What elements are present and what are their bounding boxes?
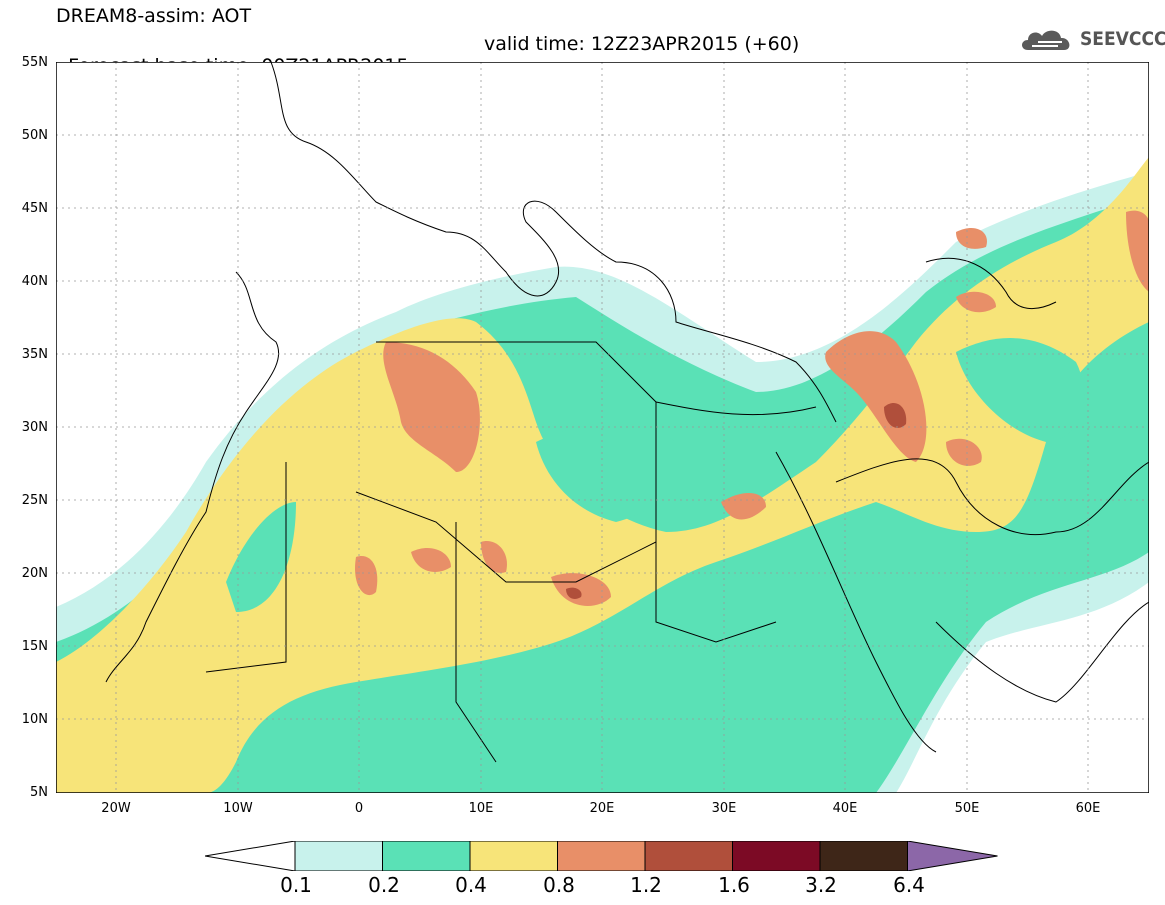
aot-map xyxy=(56,62,1149,793)
lon-label: 60E xyxy=(1075,801,1101,816)
seevccc-logo: SEEVCCC xyxy=(1018,24,1165,56)
lon-label: 10W xyxy=(223,801,253,816)
lat-label: 30N xyxy=(21,420,48,435)
lat-label: 35N xyxy=(21,347,48,362)
map-title: DREAM8-assim: AOT xyxy=(56,5,252,27)
lon-label: 0 xyxy=(354,801,364,816)
colorbar-cell xyxy=(644,841,733,871)
logo-text: SEEVCCC xyxy=(1080,28,1165,50)
lat-label: 40N xyxy=(21,274,48,289)
colorbar-cell xyxy=(469,841,558,871)
aot-colorbar xyxy=(205,841,998,871)
colorbar-label: 1.2 xyxy=(630,873,662,897)
lon-label: 20W xyxy=(101,801,131,816)
lat-label: 5N xyxy=(30,785,48,800)
colorbar-label: 0.8 xyxy=(543,873,575,897)
coastlines xyxy=(105,62,1149,763)
colorbar-label: 0.1 xyxy=(280,873,312,897)
aot-field xyxy=(56,62,1149,793)
lat-label: 20N xyxy=(21,566,48,581)
colorbar-cell xyxy=(382,841,471,871)
colorbar-cell xyxy=(907,841,998,871)
lon-label: 30E xyxy=(711,801,737,816)
lat-label: 10N xyxy=(21,712,48,727)
colorbar-cell xyxy=(205,841,296,871)
colorbar-cell xyxy=(732,841,821,871)
colorbar-cell xyxy=(819,841,908,871)
valid-time-label: valid time: 12Z23APR2015 (+60) xyxy=(484,33,800,55)
lat-label: 25N xyxy=(21,493,48,508)
colorbar-label: 0.2 xyxy=(368,873,400,897)
lat-label: 55N xyxy=(21,55,48,70)
lat-label: 45N xyxy=(21,201,48,216)
lat-label: 15N xyxy=(21,639,48,654)
lat-label: 50N xyxy=(21,128,48,143)
lon-label: 40E xyxy=(832,801,858,816)
lon-label: 20E xyxy=(589,801,615,816)
colorbar-label: 0.4 xyxy=(455,873,487,897)
colorbar-cell xyxy=(557,841,646,871)
colorbar-label: 1.6 xyxy=(718,873,750,897)
colorbar-label: 6.4 xyxy=(893,873,925,897)
lon-label: 10E xyxy=(468,801,494,816)
graticule xyxy=(56,62,1149,793)
lon-label: 50E xyxy=(954,801,980,816)
colorbar-cell xyxy=(294,841,383,871)
colorbar-label: 3.2 xyxy=(805,873,837,897)
cloud-icon xyxy=(1022,30,1070,50)
